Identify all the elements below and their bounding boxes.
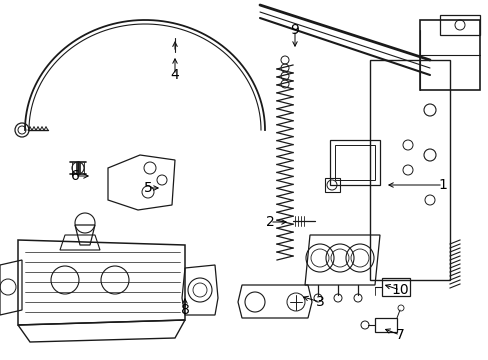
Text: 8: 8 (180, 303, 189, 317)
Text: 5: 5 (143, 181, 152, 195)
Text: 3: 3 (315, 295, 324, 309)
Text: 2: 2 (265, 215, 274, 229)
Text: 9: 9 (290, 23, 299, 37)
Text: 6: 6 (70, 169, 79, 183)
Text: 4: 4 (170, 68, 179, 82)
Bar (374, 318, 396, 332)
Bar (381, 278, 409, 296)
Text: 10: 10 (390, 283, 408, 297)
Text: 1: 1 (438, 178, 447, 192)
Text: 7: 7 (395, 328, 404, 342)
